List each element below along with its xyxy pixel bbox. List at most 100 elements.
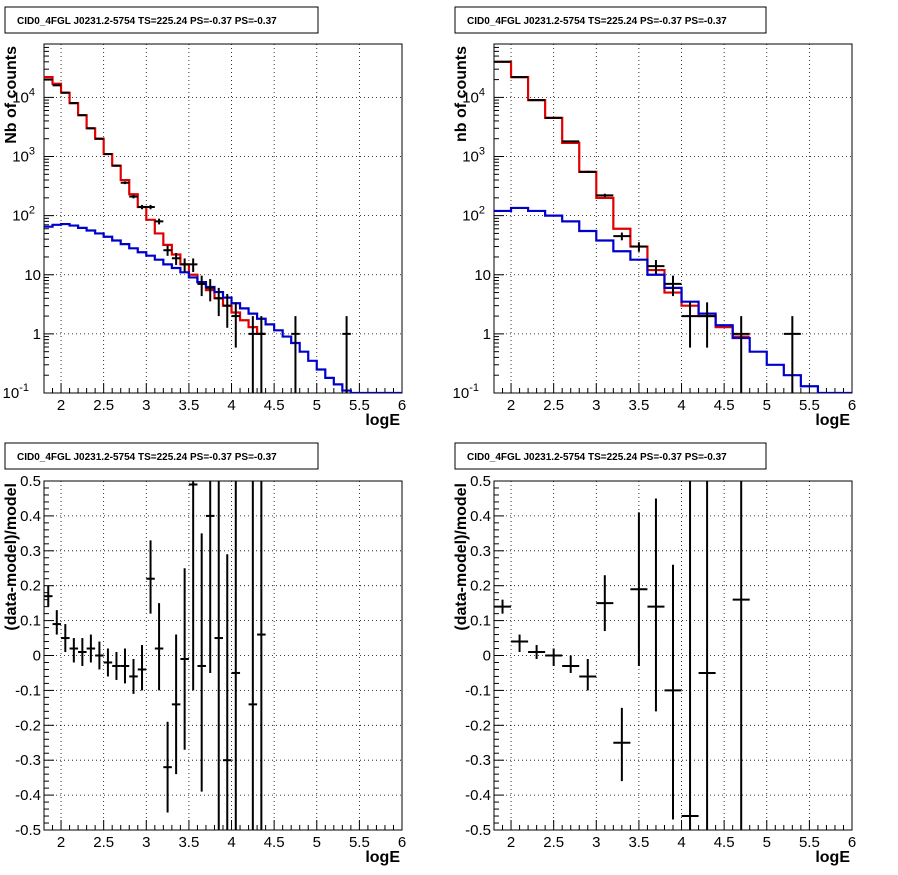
data-point <box>248 481 258 830</box>
x-tick-label: 6 <box>398 397 406 414</box>
y-tick-label: 1 <box>483 326 491 343</box>
data-point <box>545 648 563 666</box>
data-point <box>596 575 614 632</box>
y-tick-label: 0.4 <box>470 508 491 525</box>
data-point <box>613 232 631 241</box>
y-tick-label: -0.1 <box>15 682 41 699</box>
data-point <box>171 252 181 265</box>
y-tick-label: -0.5 <box>15 822 41 839</box>
x-tick-label: 3.5 <box>178 397 199 414</box>
chart-title: CID0_4FGL J0231.2-5754 TS=225.24 PS=-0.3… <box>17 16 277 27</box>
data-point <box>647 498 665 712</box>
data-point <box>231 481 241 830</box>
x-axis-label: logE <box>365 412 400 429</box>
data-point <box>78 638 87 666</box>
x-tick-label: 3 <box>142 397 150 414</box>
y-tick-label: -0.4 <box>465 787 491 804</box>
data-point <box>103 153 113 156</box>
data-point <box>494 599 512 614</box>
data-point <box>630 512 648 666</box>
chart-title: CID0_4FGL J0231.2-5754 TS=225.24 PS=-0.3… <box>17 452 277 463</box>
y-tick-label: 103 <box>462 146 485 166</box>
data-point <box>214 287 223 317</box>
data-point <box>120 648 130 684</box>
data-point <box>698 481 716 830</box>
y-axis-label: (data-model)/model <box>453 483 470 631</box>
data-point <box>197 533 206 792</box>
data-point <box>783 316 801 393</box>
data-point <box>129 658 138 694</box>
x-tick-label: 3.5 <box>628 397 649 414</box>
data-point <box>562 140 580 143</box>
data-point <box>732 316 750 393</box>
data-point <box>248 316 258 393</box>
data-point <box>163 245 172 256</box>
y-axis <box>44 480 54 831</box>
x-axis-label: logE <box>815 849 850 866</box>
data-point <box>664 275 682 297</box>
y-tick-label: -0.5 <box>465 822 491 839</box>
x-tick-label: 3 <box>142 834 150 851</box>
chart-panel-3: CID0_4FGL J0231.2-5754 TS=225.24 PS=-0.3… <box>3 442 406 866</box>
y-tick-label: 0 <box>33 648 41 665</box>
y-axis-label: Nb of counts <box>3 46 20 144</box>
x-tick-label: 5 <box>763 397 771 414</box>
data-point <box>52 610 62 635</box>
data-point <box>664 564 682 820</box>
data-point <box>137 204 147 210</box>
data-point <box>78 114 87 117</box>
data-point <box>95 641 104 670</box>
x-tick-label: 5.5 <box>349 397 370 414</box>
data-point <box>545 116 563 119</box>
x-tick-label: 4.5 <box>264 834 285 851</box>
y-axis-label: (data-model)/model <box>3 483 20 631</box>
y-tick-label: -0.3 <box>15 752 41 769</box>
data-point <box>681 481 699 830</box>
data-point <box>44 585 53 607</box>
data-point <box>579 658 597 691</box>
x-tick-label: 5.5 <box>799 834 820 851</box>
data-point <box>291 316 300 393</box>
y-tick-label: 0.1 <box>20 613 41 630</box>
x-tick-label: 4 <box>677 834 685 851</box>
x-tick-label: 4.5 <box>714 397 735 414</box>
data-point <box>129 194 138 199</box>
x-tick-label: 2.5 <box>93 397 114 414</box>
data-point <box>120 181 130 185</box>
data-point <box>613 707 631 782</box>
x-tick-label: 4.5 <box>264 397 285 414</box>
data-point <box>86 634 96 663</box>
data-point <box>342 316 351 393</box>
x-tick-label: 3.5 <box>178 834 199 851</box>
x-tick-label: 2 <box>57 834 65 851</box>
y-tick-label: 10 <box>24 267 41 284</box>
data-point <box>154 218 164 225</box>
y-tick-label: 10-1 <box>3 382 29 402</box>
y-tick-label: 0.4 <box>20 508 41 525</box>
x-tick-label: 5 <box>313 834 321 851</box>
data-point <box>732 481 750 830</box>
data-point <box>681 302 699 348</box>
y-tick-label: 102 <box>12 205 35 225</box>
data-point <box>647 260 665 275</box>
y-tick-label: 0.1 <box>470 613 491 630</box>
data-point <box>86 127 96 130</box>
x-tick-label: 6 <box>848 397 856 414</box>
data-point <box>171 634 181 775</box>
data-point <box>180 258 189 273</box>
data-point <box>154 603 164 691</box>
data-point <box>562 655 580 673</box>
x-tick-label: 2.5 <box>543 397 564 414</box>
y-axis-label: nb of counts <box>453 46 470 142</box>
y-tick-label: 0.3 <box>470 543 491 560</box>
y-tick-label: 0 <box>483 648 491 665</box>
x-tick-label: 6 <box>848 834 856 851</box>
plot-area <box>44 481 266 830</box>
data-point <box>231 302 241 348</box>
chart-panel-2: CID0_4FGL J0231.2-5754 TS=225.24 PS=-0.3… <box>453 6 856 429</box>
x-tick-label: 5 <box>313 397 321 414</box>
data-point <box>163 721 172 813</box>
y-axis <box>494 480 504 831</box>
data-point <box>257 481 266 830</box>
x-tick-label: 2 <box>507 397 515 414</box>
